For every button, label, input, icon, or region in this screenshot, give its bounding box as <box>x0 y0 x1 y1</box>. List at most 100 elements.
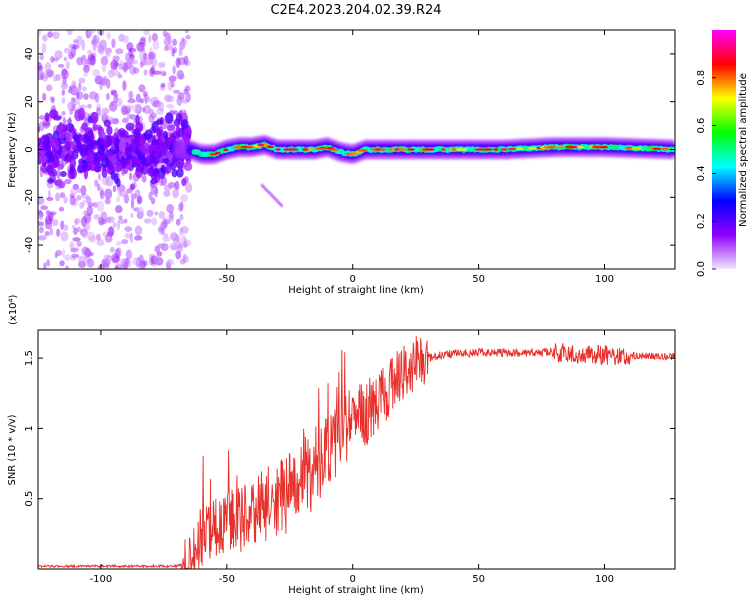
heatmap-cell-631 <box>67 101 76 111</box>
heatmap-cell-483 <box>61 67 68 76</box>
heatmap-cell-302 <box>76 240 82 247</box>
heatmap-cell-477 <box>135 93 141 103</box>
heatmap-cell-27 <box>44 230 50 237</box>
snr-y-ticks: 0.5 1 1.5 <box>24 350 675 507</box>
heatmap-cell-473 <box>124 232 131 239</box>
heatmap-cell-537 <box>95 233 101 241</box>
heatmap-cell-908 <box>64 131 73 142</box>
spectrogram-x-tick-label-2: 0 <box>350 274 356 285</box>
heatmap-cell-405 <box>125 249 133 260</box>
heatmap-cell-480 <box>105 255 112 265</box>
spectrogram-x-tick-label-0: -100 <box>90 274 113 285</box>
heatmap-cell-292 <box>112 185 117 193</box>
heatmap-cell-472 <box>38 209 42 214</box>
heatmap-cell-681 <box>92 123 99 131</box>
heatmap-cell-522 <box>78 82 82 91</box>
heatmap-cell-597 <box>158 178 164 187</box>
heatmap-cell-367 <box>60 231 69 242</box>
heatmap-cell-528 <box>169 213 175 223</box>
heatmap-cell-1016 <box>130 139 139 153</box>
heatmap-cell-190 <box>87 49 93 54</box>
heatmap-cell-281 <box>185 182 193 193</box>
heatmap-cell-1666 <box>266 145 274 149</box>
heatmap-cell-424 <box>121 117 129 124</box>
heatmap-cell-341 <box>185 34 191 40</box>
heatmap-cell-1044 <box>167 136 176 142</box>
heatmap-cell-777 <box>164 166 172 174</box>
heatmap-cell-234 <box>47 189 52 199</box>
heatmap-cell-351 <box>63 47 72 54</box>
snr-multiplier-label: (x10⁴) <box>8 294 19 325</box>
heatmap-cell-1038 <box>151 139 159 146</box>
heatmap-cell-529 <box>154 186 159 198</box>
heatmap-cell-399 <box>182 253 187 262</box>
heatmap-cell-1010 <box>47 178 55 184</box>
heatmap-cell-431 <box>54 252 59 259</box>
heatmap-cell-1027 <box>69 127 77 134</box>
snr-x-tick-label-3: 50 <box>472 574 485 585</box>
heatmap-cell-550 <box>122 35 129 44</box>
heatmap-cell-582 <box>85 196 92 204</box>
heatmap-cell-329 <box>58 206 65 212</box>
heatmap-cell-283 <box>148 191 153 201</box>
heatmap-cell-646 <box>171 245 179 251</box>
heatmap-cell-421 <box>160 220 168 228</box>
heatmap-cell-1045 <box>69 167 77 180</box>
spectrogram-y-ticks: 40 20 0 -20 -40 <box>24 48 675 253</box>
heatmap-cell-647 <box>84 248 91 259</box>
snr-series-line <box>38 336 675 569</box>
colorbar-ticks: 0.0 0.2 0.4 0.6 0.8 <box>696 70 716 277</box>
heatmap-cell-574 <box>55 192 61 202</box>
heatmap-cell-1674 <box>318 146 327 150</box>
heatmap-cell-346 <box>111 253 120 264</box>
heatmap-cell-266 <box>118 215 123 221</box>
heatmap-cell-557 <box>167 258 175 266</box>
heatmap-cell-339 <box>83 72 89 77</box>
heatmap-cell-215 <box>115 48 124 55</box>
heatmap-cell-410 <box>87 53 95 61</box>
heatmap-cell-322 <box>165 44 174 51</box>
heatmap-cell-112 <box>106 31 111 40</box>
heatmap-cell-1046 <box>80 144 89 157</box>
heatmap-cell-240 <box>83 64 90 74</box>
heatmap-cell-1037 <box>102 139 112 147</box>
heatmap-cell-536 <box>44 61 52 72</box>
heatmap-cell-193 <box>74 217 82 224</box>
heatmap-cell-417 <box>180 201 184 211</box>
heatmap-cell-1058 <box>156 128 162 138</box>
heatmap-cell-465 <box>92 69 101 78</box>
heatmap-cell-110 <box>139 98 144 104</box>
heatmap-cell-291 <box>172 89 181 94</box>
spectrogram-panel: -100 -50 0 50 100 40 20 0 -20 -40 Height of stra… <box>7 29 676 296</box>
snr-x-axis-label: Height of straight line (km) <box>288 585 424 596</box>
heatmap-cell-933 <box>175 112 183 123</box>
heatmap-cell-454 <box>104 234 113 243</box>
heatmap-cell-8 <box>100 55 109 66</box>
snr-background <box>38 330 675 569</box>
heatmap-cell-387 <box>105 51 111 58</box>
snr-x-tick-label-1: -50 <box>219 574 235 585</box>
heatmap-cell-429 <box>175 218 181 226</box>
heatmap-cell-463 <box>114 265 120 269</box>
heatmap-cell-558 <box>153 255 161 265</box>
heatmap-cell-1672 <box>307 148 314 151</box>
heatmap-cell-226 <box>61 97 66 104</box>
heatmap-cell-361 <box>77 99 81 106</box>
heatmap-cell-913 <box>120 130 129 138</box>
heatmap-cell-1657 <box>214 151 221 155</box>
heatmap-cell-457 <box>99 189 105 200</box>
heatmap-cell-155 <box>72 183 80 190</box>
heatmap-cell-229 <box>47 31 53 38</box>
heatmap-cell-641 <box>163 94 173 103</box>
heatmap-cell-146 <box>93 214 100 220</box>
heatmap-cell-915 <box>115 178 121 188</box>
heatmap-cell-525 <box>151 217 158 226</box>
heatmap-cell-485 <box>109 226 114 236</box>
heatmap-cell-459 <box>46 259 51 267</box>
heatmap-cell-1712 <box>576 145 585 149</box>
heatmap-cell-149 <box>63 56 68 62</box>
heatmap-cell-315 <box>54 50 63 60</box>
heatmap-cell-499 <box>81 216 88 227</box>
heatmap-cell-111 <box>154 211 159 216</box>
heatmap-cell-107 <box>101 64 107 73</box>
